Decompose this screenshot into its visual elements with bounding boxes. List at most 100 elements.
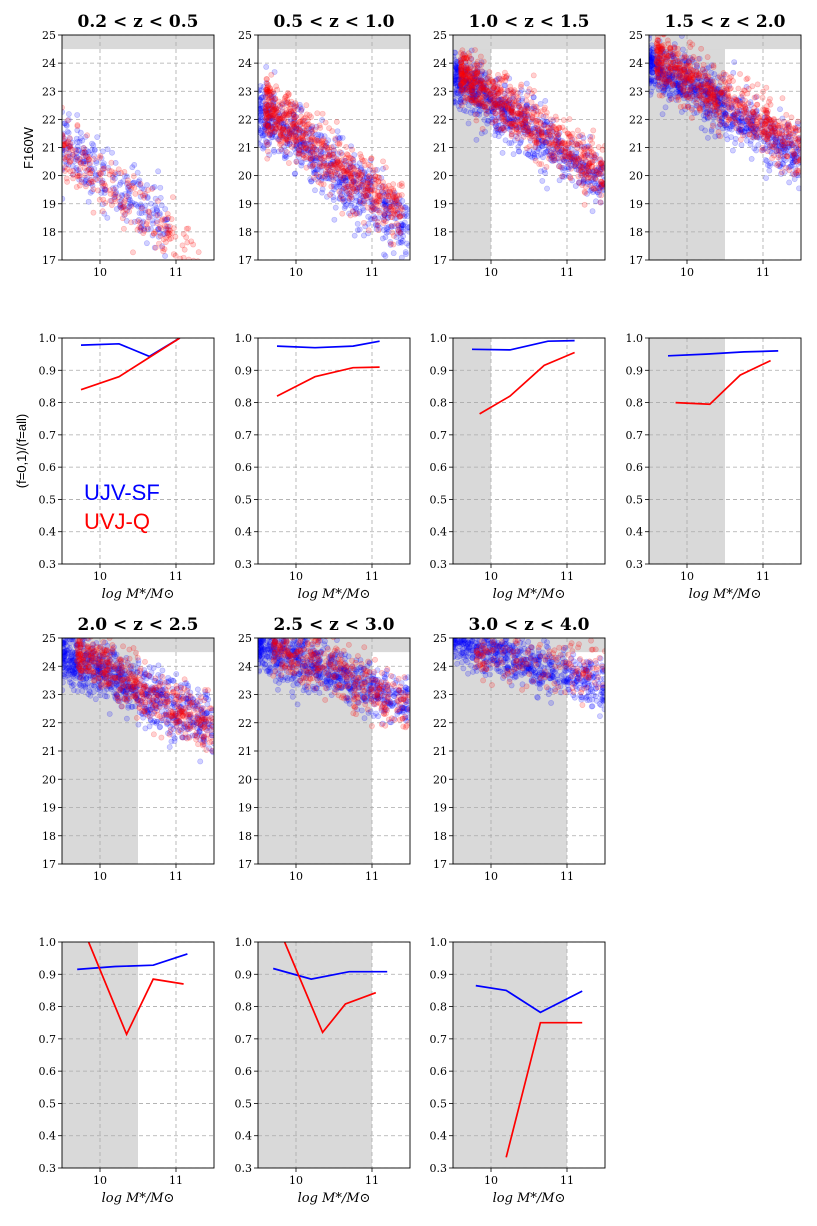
- sf-point: [339, 134, 346, 141]
- sf-point: [63, 146, 69, 153]
- q-point: [282, 127, 289, 133]
- sf-point: [317, 160, 324, 166]
- sf-point: [65, 145, 72, 152]
- sf-point: [281, 155, 288, 162]
- q-point: [115, 166, 122, 173]
- sf-point: [381, 192, 388, 199]
- sf-point: [595, 181, 602, 188]
- q-point: [553, 116, 560, 123]
- q-point: [122, 211, 129, 217]
- q-point: [184, 239, 191, 246]
- q-point: [304, 121, 311, 128]
- sf-point: [62, 138, 67, 144]
- sf-point: [534, 131, 541, 138]
- q-point: [336, 162, 343, 169]
- q-point: [528, 99, 535, 106]
- q-point: [304, 117, 311, 123]
- sf-point: [109, 149, 115, 156]
- q-point: [371, 187, 378, 194]
- sf-point: [453, 90, 458, 97]
- q-point: [706, 113, 713, 120]
- sf-point: [456, 76, 463, 83]
- q-point: [753, 93, 760, 100]
- sf-point: [454, 77, 461, 83]
- sf-point: [69, 163, 76, 170]
- q-point: [325, 144, 332, 151]
- q-point: [343, 155, 349, 162]
- q-point: [62, 134, 66, 141]
- x-tick-label: 10: [93, 266, 107, 279]
- sf-point: [466, 76, 473, 83]
- q-point: [473, 111, 479, 118]
- q-point: [264, 92, 271, 98]
- sf-point: [330, 197, 337, 203]
- sf-point: [708, 128, 715, 135]
- q-point: [299, 133, 306, 139]
- sf-point: [387, 241, 394, 248]
- sf-point: [473, 80, 479, 87]
- sf-point: [389, 210, 395, 217]
- sf-point: [336, 196, 343, 202]
- q-point: [315, 179, 322, 185]
- sf-point: [262, 138, 269, 144]
- q-point: [300, 132, 306, 139]
- q-point: [302, 114, 309, 121]
- q-point: [332, 172, 339, 178]
- q-point: [82, 160, 89, 167]
- q-point: [102, 182, 109, 189]
- q-point: [180, 254, 187, 260]
- q-point: [286, 110, 292, 117]
- sf-point: [293, 141, 300, 148]
- q-point: [346, 154, 352, 161]
- q-point: [269, 97, 276, 104]
- q-point: [270, 88, 277, 95]
- q-point: [270, 112, 276, 119]
- q-point: [735, 85, 742, 92]
- q-point: [263, 100, 269, 107]
- sf-point: [343, 190, 350, 197]
- q-point: [657, 46, 664, 53]
- q-point: [314, 110, 321, 117]
- sf-point: [598, 181, 605, 188]
- q-point: [326, 151, 333, 158]
- q-point: [306, 150, 313, 157]
- sf-point: [276, 113, 283, 120]
- q-point: [468, 93, 475, 100]
- sf-point: [102, 186, 109, 193]
- q-point: [592, 175, 599, 182]
- sf-point: [260, 84, 267, 90]
- q-point: [507, 120, 514, 127]
- q-point: [132, 190, 139, 197]
- sf-point: [79, 149, 86, 156]
- sf-point: [120, 178, 127, 185]
- q-point: [303, 145, 310, 152]
- sf-point: [541, 167, 548, 173]
- q-point: [731, 94, 738, 101]
- q-point: [675, 93, 682, 100]
- sf-point: [63, 121, 70, 128]
- sf-point: [738, 142, 745, 148]
- sf-point: [360, 177, 367, 184]
- y-tick-label: 18: [433, 226, 447, 239]
- sf-point: [385, 228, 392, 235]
- sf-point: [502, 106, 509, 113]
- sf-point: [290, 119, 297, 126]
- q-point: [489, 119, 496, 126]
- sf-point: [600, 173, 605, 180]
- sf-point: [492, 120, 499, 127]
- sf-point: [581, 144, 588, 150]
- q-point: [323, 164, 330, 171]
- sf-point: [330, 147, 337, 154]
- q-point: [368, 155, 375, 162]
- sf-point: [268, 96, 275, 102]
- sf-point: [483, 94, 490, 100]
- sf-point: [598, 164, 605, 171]
- q-point: [784, 153, 790, 159]
- sf-point: [279, 101, 286, 108]
- q-point: [76, 172, 83, 179]
- q-point: [276, 124, 283, 130]
- q-point: [495, 102, 501, 109]
- q-point: [653, 40, 660, 47]
- q-point: [265, 124, 272, 130]
- q-point: [355, 167, 361, 174]
